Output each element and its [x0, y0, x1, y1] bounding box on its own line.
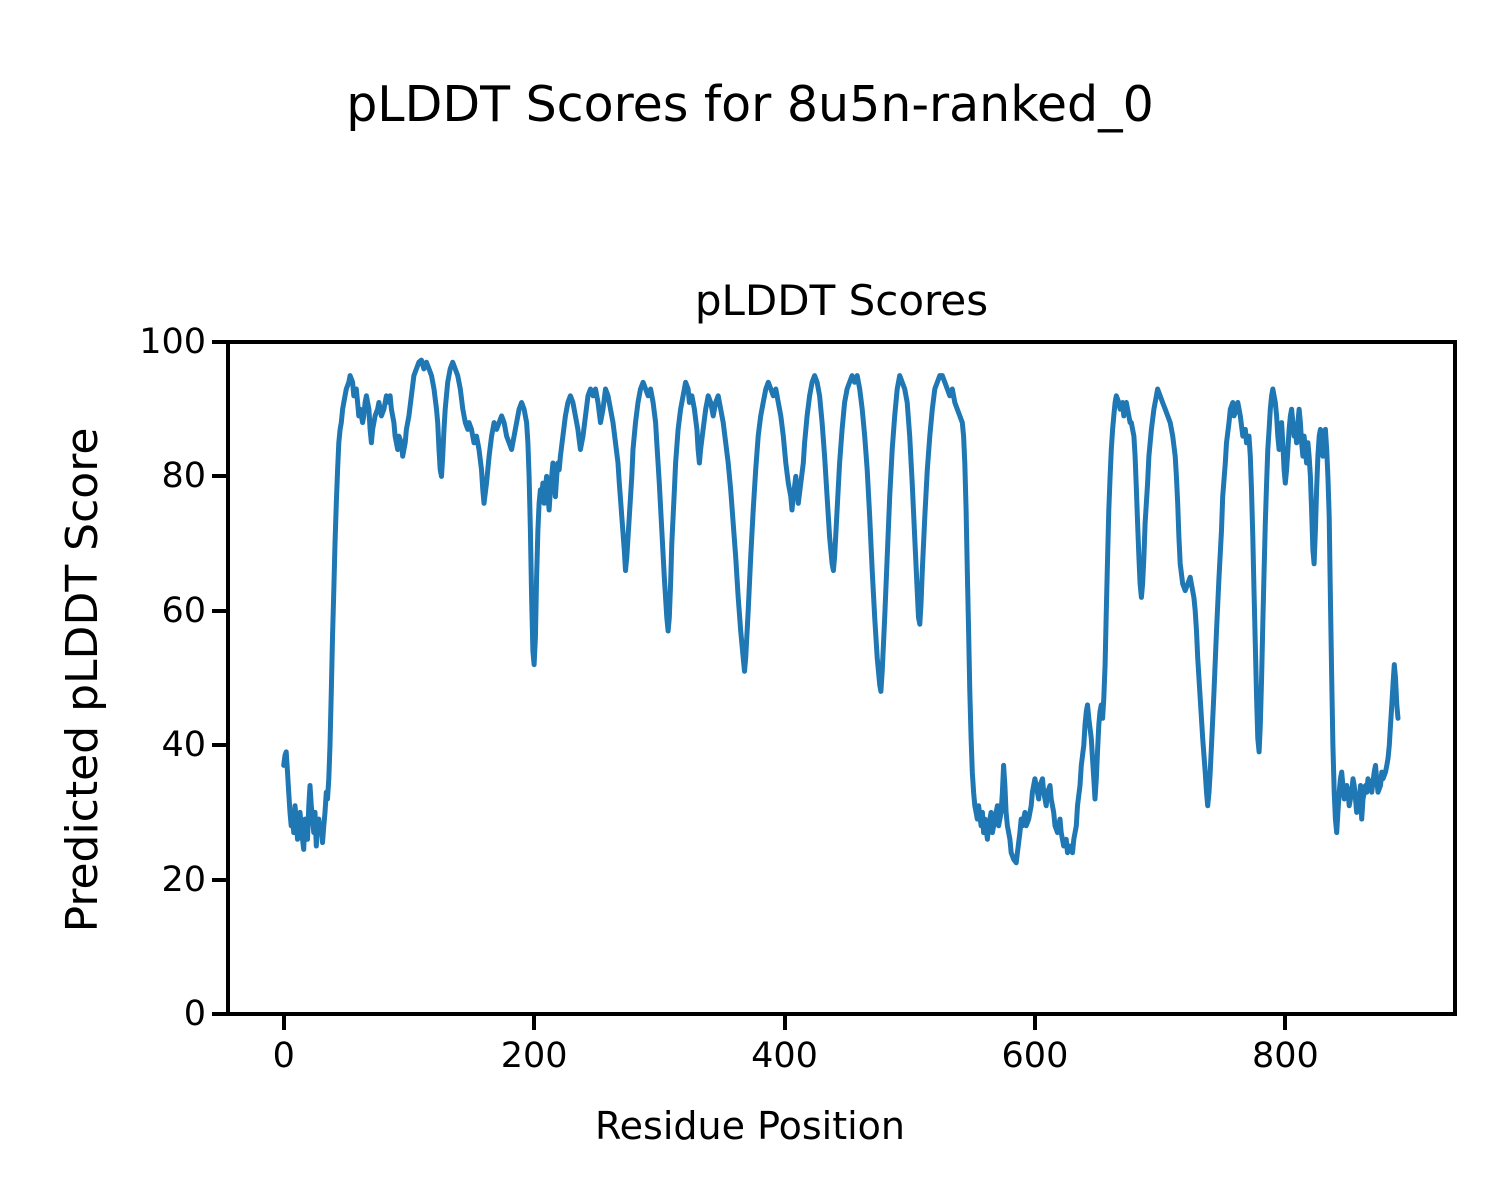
y-tick-mark: [212, 608, 226, 613]
y-tick-label: 40: [161, 725, 206, 766]
y-tick-mark: [212, 1012, 226, 1016]
plot-area: [281, 357, 1401, 866]
x-tick-label: 0: [272, 1036, 295, 1076]
y-tick-mark: [212, 743, 226, 748]
figure-title: pLDDT Scores for 8u5n-ranked_0: [346, 76, 1154, 133]
y-tick-label: 0: [183, 994, 206, 1034]
x-tick-mark: [782, 1016, 787, 1030]
y-tick-label: 60: [161, 590, 206, 631]
axes-spines: [226, 340, 1457, 1016]
y-tick-label: 80: [161, 456, 206, 497]
x-axis-label: Residue Position: [594, 1104, 906, 1148]
plddt-line: [281, 357, 1401, 866]
y-axis-label: Predicted pLDDT Score: [57, 427, 108, 933]
y-tick-mark: [212, 877, 226, 882]
x-tick-label: 600: [1001, 1036, 1069, 1076]
x-tick-label: 200: [500, 1036, 568, 1076]
x-tick-label: 400: [751, 1036, 818, 1076]
x-tick-mark: [1032, 1016, 1037, 1030]
axes-title: pLDDT Scores: [694, 276, 989, 325]
y-tick-label: 100: [139, 322, 206, 362]
x-tick-label: 800: [1251, 1036, 1319, 1076]
y-tick-mark: [212, 340, 226, 344]
x-tick-mark: [281, 1016, 286, 1030]
y-tick-mark: [212, 474, 226, 479]
x-tick-mark: [1283, 1016, 1288, 1030]
x-tick-mark: [532, 1016, 537, 1030]
y-tick-label: 20: [161, 859, 206, 900]
